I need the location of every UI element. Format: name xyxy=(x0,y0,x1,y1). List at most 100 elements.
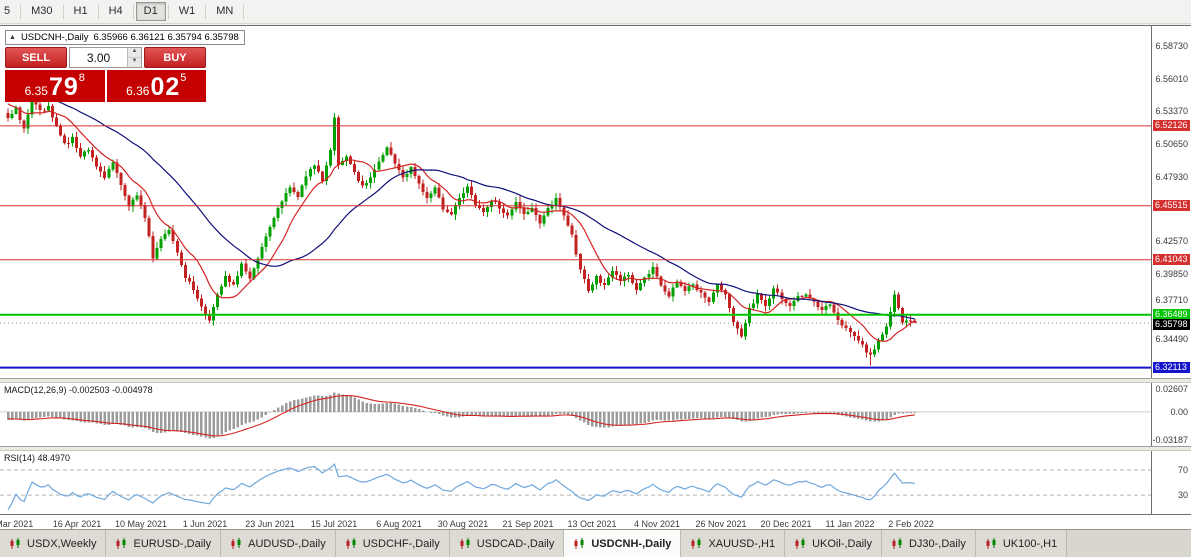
level-price-tag: 6.41043 xyxy=(1153,254,1190,265)
tab-label: EURUSD-,Daily xyxy=(133,537,212,550)
chart-window: ▲ USDCNH-,Daily 6.35966 6.36121 6.35794 … xyxy=(0,25,1191,534)
level-price-tag: 6.32113 xyxy=(1153,362,1190,373)
chart-tab-ukoil-daily[interactable]: UKOil-,Daily xyxy=(785,530,882,557)
macd-label: MACD(12,26,9) -0.002503 -0.004978 xyxy=(4,385,153,395)
pane-separator[interactable] xyxy=(0,378,1191,383)
volume-decrease-button[interactable]: ▼ xyxy=(128,58,141,67)
buy-button[interactable]: BUY xyxy=(144,47,206,68)
chart-tab-dj30-daily[interactable]: DJ30-,Daily xyxy=(881,530,976,557)
price-axis-label: 6.39850 xyxy=(1155,269,1188,279)
chart-icon xyxy=(891,537,904,550)
chart-icon xyxy=(690,537,703,550)
time-axis-label: 13 Oct 2021 xyxy=(567,519,617,529)
chart-tab-uk100-h1[interactable]: UK100-,H1 xyxy=(975,530,1068,557)
toolbar-separator xyxy=(62,4,64,19)
time-axis-label: 11 Jan 2022 xyxy=(825,519,875,529)
tab-label: USDCAD-,Daily xyxy=(476,537,555,550)
tab-label: UK100-,H1 xyxy=(1002,537,1058,550)
collapse-trade-panel-icon[interactable]: ▲ xyxy=(9,34,16,41)
time-axis-label: 26 Nov 2021 xyxy=(695,519,747,529)
price-axis-label: 6.47930 xyxy=(1155,172,1188,182)
volume-box: ▲ ▼ xyxy=(69,47,142,68)
timeframe-toolbar: 5 M30 H1 H4 D1 W1 MN xyxy=(0,0,1191,24)
chart-tab-usdcnh-daily[interactable]: USDCNH-,Daily xyxy=(564,530,682,557)
chart-tab-usdx-weekly[interactable]: USDX,Weekly xyxy=(0,530,107,557)
toolbar-separator xyxy=(205,4,207,19)
macd-axis-label: 0.00 xyxy=(1170,407,1188,417)
price-axis[interactable]: 6.58730 6.56010 6.53370 6.50650 6.47930 6.425… xyxy=(1151,26,1191,378)
time-axis-label: 10 May 2021 xyxy=(114,519,168,529)
time-axis-label: 20 Dec 2021 xyxy=(760,519,812,529)
price-axis-label: 6.58730 xyxy=(1155,41,1188,51)
tab-label: USDCNH-,Daily xyxy=(591,537,672,550)
buy-price-big-digits: 02 xyxy=(150,73,181,101)
toolbar-separator xyxy=(167,4,169,19)
chart-icon xyxy=(230,537,243,550)
sell-price-prefix: 6.35 xyxy=(24,84,48,98)
toolbar-separator xyxy=(132,4,134,19)
timeframe-button-m30[interactable]: M30 xyxy=(31,5,53,17)
volume-spinner: ▲ ▼ xyxy=(127,48,141,67)
tab-label: USDX,Weekly xyxy=(27,537,97,550)
chart-icon xyxy=(459,537,472,550)
rsi-axis-label: 70 xyxy=(1177,465,1188,475)
chart-tab-xauusd-h1[interactable]: XAUUSD-,H1 xyxy=(681,530,786,557)
price-chart-canvas[interactable] xyxy=(0,26,1152,378)
macd-axis: 0.02607 0.00 -0.03187 xyxy=(1151,383,1191,446)
ma-slow-line xyxy=(7,84,915,320)
volume-increase-button[interactable]: ▲ xyxy=(128,48,141,58)
chart-tab-audusd-daily[interactable]: AUDUSD-,Daily xyxy=(221,530,336,557)
buy-price-prefix: 6.36 xyxy=(126,84,150,98)
price-axis-label: 6.34490 xyxy=(1155,334,1188,344)
timeframe-button-w1[interactable]: W1 xyxy=(178,5,196,17)
time-axis-label: 1 Jun 2021 xyxy=(182,519,228,529)
macd-axis-label: -0.03187 xyxy=(1152,435,1188,445)
sell-price-display[interactable]: 6.35 79 8 xyxy=(5,70,105,102)
time-axis-label: 21 Sep 2021 xyxy=(502,519,554,529)
time-axis-label: 4 Nov 2021 xyxy=(633,519,681,529)
level-price-tag: 6.45515 xyxy=(1153,200,1190,211)
toolbar-separator xyxy=(20,4,22,19)
price-axis-label: 6.50650 xyxy=(1155,139,1188,149)
chart-tab-eurusd-daily[interactable]: EURUSD-,Daily xyxy=(106,530,222,557)
sell-button[interactable]: SELL xyxy=(5,47,67,68)
timeframe-button-mn[interactable]: MN xyxy=(216,5,234,17)
tab-label: DJ30-,Daily xyxy=(908,537,966,550)
rsi-axis-label: 30 xyxy=(1177,490,1188,500)
price-axis-label: 6.56010 xyxy=(1155,74,1188,84)
chart-icon xyxy=(9,537,22,550)
candles-group xyxy=(6,95,917,366)
symbol-ohlc-values: 6.35966 6.36121 6.35794 6.35798 xyxy=(93,32,239,43)
timeframe-button-h1[interactable]: H1 xyxy=(73,5,88,17)
timeframe-button-h4[interactable]: H4 xyxy=(108,5,123,17)
level-price-tag: 6.36489 xyxy=(1153,309,1190,320)
level-price-tag: 6.52126 xyxy=(1153,120,1190,131)
buy-price-display[interactable]: 6.36 02 5 xyxy=(106,70,206,102)
toolbar-separator xyxy=(243,4,245,19)
time-axis-label: 15 Jul 2021 xyxy=(310,519,358,529)
macd-pane: MACD(12,26,9) -0.002503 -0.004978 0.0260… xyxy=(0,383,1191,446)
rsi-axis: 70 30 xyxy=(1151,451,1191,514)
tab-label: USDCHF-,Daily xyxy=(362,537,440,550)
current-price-tag: 6.35798 xyxy=(1153,319,1190,330)
chart-tab-usdchf-daily[interactable]: USDCHF-,Daily xyxy=(335,530,450,557)
time-axis-label: 2 Feb 2022 xyxy=(888,519,934,529)
timeframe-button-5[interactable]: 5 xyxy=(4,5,11,17)
chart-tab-usdcad-daily[interactable]: USDCAD-,Daily xyxy=(449,530,565,557)
macd-canvas[interactable] xyxy=(0,383,1152,446)
symbol-title: USDCNH-,Daily xyxy=(20,32,89,43)
sell-price-pipette: 8 xyxy=(78,72,85,84)
time-axis-label: 23 Jun 2021 xyxy=(245,519,295,529)
pane-separator[interactable] xyxy=(0,446,1191,451)
symbol-info-box: ▲ USDCNH-,Daily 6.35966 6.36121 6.35794 … xyxy=(5,30,245,45)
rsi-pane: RSI(14) 48.4970 70 30 xyxy=(0,451,1191,514)
chart-icon xyxy=(573,537,586,550)
time-axis-label: 16 Apr 2021 xyxy=(52,519,102,529)
tab-label: UKOil-,Daily xyxy=(812,537,872,550)
rsi-canvas[interactable] xyxy=(0,451,1152,514)
volume-input[interactable] xyxy=(70,48,127,67)
chart-tab-bar: USDX,Weekly EURUSD-,Daily AUDUSD-,Daily USD… xyxy=(0,529,1191,557)
toolbar-separator xyxy=(97,4,99,19)
timeframe-button-d1[interactable]: D1 xyxy=(135,2,166,21)
